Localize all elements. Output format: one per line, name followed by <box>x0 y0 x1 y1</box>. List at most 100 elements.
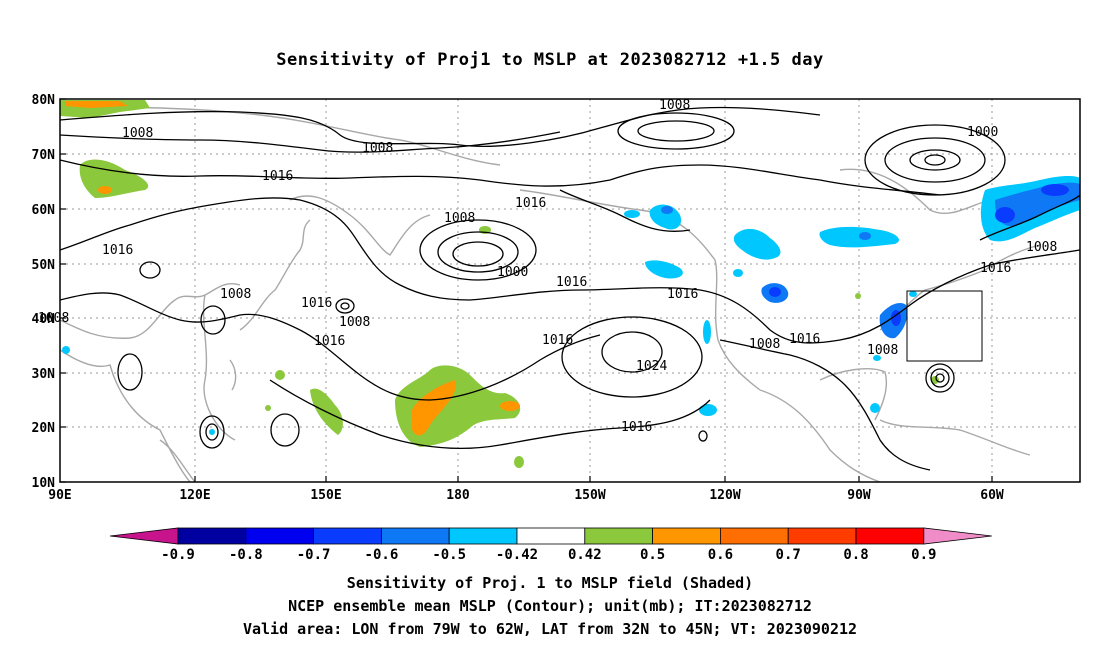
contour-label: 1008 <box>362 141 393 156</box>
lon-label: 90W <box>847 488 871 503</box>
grid-lines <box>60 99 1080 482</box>
contour-1008-mexico <box>719 339 931 471</box>
contour-small-wp <box>270 413 300 447</box>
shade-negative-canada-west <box>733 228 781 260</box>
colorbar-tick-label: 0.7 <box>776 547 801 563</box>
contour-1020-pacific-high <box>561 316 703 398</box>
colorbar-tick-label: -0.42 <box>496 547 538 563</box>
lon-label: 150W <box>574 488 605 503</box>
contour-1016-gulf-alaska <box>559 189 691 232</box>
shade-positive-small-6 <box>855 293 861 299</box>
colorbar: -0.9 -0.8 -0.7 -0.6 -0.5 -0.42 0.42 0.5 0.6 0.7 0.… <box>109 527 992 563</box>
colorbar-segment <box>380 527 450 545</box>
contour-label: 1016 <box>301 296 332 311</box>
contour-label: 1008 <box>339 315 370 330</box>
contour-label: 1016 <box>621 420 652 435</box>
coastline-taiwan <box>229 359 237 391</box>
colorbar-tick-label: 0.42 <box>568 547 602 563</box>
lat-label: 20N <box>32 421 56 436</box>
contour-label: 1024 <box>636 359 667 374</box>
colorbar-over-arrow <box>923 527 992 545</box>
lon-label: 90E <box>48 488 71 503</box>
coastline-indochina <box>59 349 191 483</box>
colorbar-segment <box>245 527 315 545</box>
contour-hurricane-1 <box>925 363 955 393</box>
coastline-kamchatka <box>289 195 431 256</box>
contour-1016-south <box>269 379 711 450</box>
colorbar-tick-label: -0.8 <box>229 547 263 563</box>
footer-caption-1: Sensitivity of Proj. 1 to MSLP field (Sh… <box>346 574 754 592</box>
colorbar-tick-label: -0.9 <box>161 547 195 563</box>
coastline-china-south <box>202 294 236 441</box>
contour-label: 1008 <box>122 126 153 141</box>
footer-caption-2: NCEP ensemble mean MSLP (Contour); unit(… <box>288 597 812 615</box>
contour-label: 1000 <box>967 125 998 140</box>
lat-label: 30N <box>32 367 56 382</box>
contour-1008-beaufort <box>617 112 735 150</box>
contour-label: 1016 <box>542 333 573 348</box>
contour-1008-labrador <box>979 194 1081 241</box>
shade-negative-small-1 <box>733 269 743 277</box>
shade-negative-alaska-2 <box>624 210 640 218</box>
lat-label: 50N <box>32 258 56 273</box>
colorbar-tick-label: -0.5 <box>432 547 466 563</box>
shade-negative-canada-core <box>859 232 871 240</box>
contour-typhoon-1 <box>199 415 225 449</box>
colorbar-segment <box>787 527 857 545</box>
map-title: Sensitivity of Proj1 to MSLP at 20230827… <box>276 50 824 70</box>
contour-1004-beaufort <box>637 120 715 142</box>
contour-1008-sw <box>117 353 143 391</box>
contour-1016-pacific-high-edge <box>299 329 601 401</box>
shade-positive-nw-core <box>65 101 128 108</box>
shade-negative-small-4 <box>703 320 711 344</box>
axis-ticks <box>60 98 993 483</box>
coastline-caribbean <box>879 419 1031 456</box>
shade-negative-small-2 <box>909 291 917 297</box>
contour-small-ep <box>698 430 708 442</box>
lat-label: 60N <box>32 203 56 218</box>
contour-typhoon-2 <box>205 423 219 441</box>
coastline-alaska-westcoast <box>519 189 761 391</box>
footer-caption-3: Valid area: LON from 79W to 62W, LAT fro… <box>242 620 858 638</box>
lon-label: 180 <box>446 488 470 503</box>
shade-negative-small-3 <box>699 404 717 416</box>
contour-1000-arctic <box>884 137 986 183</box>
shade-positive-west-core <box>98 186 112 194</box>
lat-label: 10N <box>32 476 56 491</box>
shade-positive-small-1 <box>275 370 285 380</box>
lon-label: 120W <box>709 488 740 503</box>
colorbar-tick-label: -0.6 <box>365 547 399 563</box>
contour-label: 1016 <box>314 334 345 349</box>
contour-label: 1008 <box>220 287 251 302</box>
shade-negative-labrador-core <box>995 207 1015 223</box>
coastline-philippines <box>159 439 196 483</box>
contour-1004-aleutian <box>437 231 519 273</box>
contour-label-group: 1008 1008 1008 1016 1016 1008 1016 1000 … <box>38 98 1057 435</box>
contour-1000-aleutian <box>452 241 504 267</box>
shade-negative-small-5 <box>62 346 70 354</box>
colorbar-segment <box>516 527 586 545</box>
colorbar-under-arrow <box>109 527 179 545</box>
contour-label: 1008 <box>749 337 780 352</box>
contour-1016-north <box>59 159 941 196</box>
contour-label: 1016 <box>515 196 546 211</box>
colorbar-tick-label: 0.5 <box>640 547 665 563</box>
shade-negative-alaska-1 <box>649 204 682 230</box>
contour-1008-asia <box>59 292 301 331</box>
shade-positive-central-pacific-core2 <box>500 401 520 411</box>
plot-frame <box>59 98 1081 483</box>
colorbar-tick-label: 0.6 <box>708 547 733 563</box>
colorbar-tick-label: 0.8 <box>843 547 868 563</box>
contour-label: 1008 <box>659 98 690 113</box>
contour-996-arctic <box>909 149 961 171</box>
mslp-contours <box>59 106 1081 471</box>
contour-label: 1008 <box>444 211 475 226</box>
contour-label: 1016 <box>980 261 1011 276</box>
contour-label: 1008 <box>867 343 898 358</box>
contour-1008-kuril <box>335 298 355 314</box>
contour-label: 1000 <box>497 265 528 280</box>
lon-label: 150E <box>310 488 341 503</box>
coastline-japan <box>239 219 311 331</box>
colorbar-segment <box>652 527 721 545</box>
